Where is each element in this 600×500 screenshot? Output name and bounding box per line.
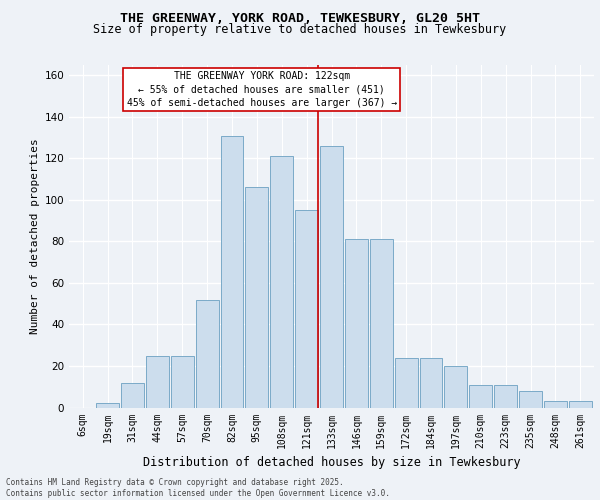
Bar (519, 391, 542, 407)
Bar (395, 358, 418, 408)
Bar (221, 136, 244, 407)
Bar (569, 402, 592, 407)
Text: Contains HM Land Registry data © Crown copyright and database right 2025.
Contai: Contains HM Land Registry data © Crown c… (6, 478, 390, 498)
Bar (494, 384, 517, 407)
Text: Size of property relative to detached houses in Tewkesbury: Size of property relative to detached ho… (94, 22, 506, 36)
Bar (445, 366, 467, 408)
Bar (544, 402, 567, 407)
Bar (171, 356, 194, 408)
Text: THE GREENWAY, YORK ROAD, TEWKESBURY, GL20 5HT: THE GREENWAY, YORK ROAD, TEWKESBURY, GL2… (120, 12, 480, 26)
Bar (245, 188, 268, 408)
Bar (196, 300, 218, 408)
X-axis label: Distribution of detached houses by size in Tewkesbury: Distribution of detached houses by size … (143, 456, 520, 469)
Bar (270, 156, 293, 408)
Text: THE GREENWAY YORK ROAD: 122sqm
← 55% of detached houses are smaller (451)
45% of: THE GREENWAY YORK ROAD: 122sqm ← 55% of … (127, 71, 397, 108)
Bar (370, 240, 393, 408)
Bar (146, 356, 169, 408)
Bar (419, 358, 442, 408)
Bar (345, 240, 368, 408)
Bar (469, 384, 492, 407)
Bar (121, 382, 144, 407)
Y-axis label: Number of detached properties: Number of detached properties (30, 138, 40, 334)
Bar (96, 404, 119, 407)
Bar (295, 210, 318, 408)
Bar (320, 146, 343, 407)
